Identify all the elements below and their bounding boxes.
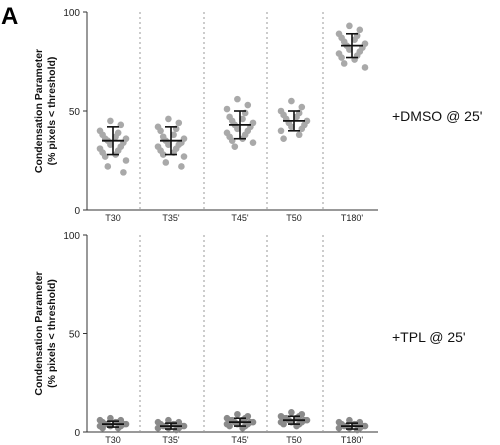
x-tick-label: T45' [231, 213, 249, 223]
data-point [228, 137, 236, 144]
panel-letter: A [1, 3, 18, 30]
data-point [122, 157, 130, 164]
data-point [107, 141, 114, 148]
data-point [346, 22, 353, 30]
data-point [107, 414, 114, 422]
data-point [298, 125, 306, 133]
data-point [170, 131, 177, 139]
y-tick-label: 100 [63, 231, 80, 242]
data-point [112, 133, 119, 141]
data-point [288, 123, 295, 131]
data-point [340, 60, 348, 67]
data-point [157, 127, 164, 135]
data-point [231, 143, 239, 150]
data-point [114, 424, 122, 432]
x-tick-label: T45' [231, 435, 249, 445]
data-point [346, 416, 353, 424]
data-point [234, 125, 241, 133]
y-axis-title-line-1: Condensation Parameter [33, 271, 45, 395]
data-point [154, 424, 162, 432]
data-point [101, 153, 109, 160]
y-tick-label: 0 [74, 428, 80, 439]
data-point [234, 95, 241, 103]
x-tick-label: T180' [341, 435, 364, 445]
y-axis-title-line-2: (% pixels < threshold) [46, 279, 58, 388]
data-point [172, 426, 180, 434]
data-point [107, 117, 114, 125]
data-point [277, 127, 285, 135]
y-tick-label: 100 [63, 8, 80, 19]
data-point [239, 115, 246, 123]
x-tick-label: T30 [105, 435, 121, 445]
y-tick-label: 50 [69, 107, 81, 118]
data-point [335, 424, 343, 432]
data-point [244, 101, 252, 109]
x-tick-label: T50 [286, 213, 302, 223]
x-tick-label: T35' [162, 435, 180, 445]
data-point [295, 131, 303, 139]
y-axis-title-line-1: Condensation Parameter [33, 49, 45, 173]
data-point [223, 105, 231, 113]
data-point [159, 151, 167, 158]
x-tick-label: T35' [162, 213, 180, 223]
data-point [165, 141, 172, 148]
data-point [180, 153, 188, 160]
condition-label: +TPL @ 25' [392, 329, 466, 345]
data-point [175, 119, 183, 127]
y-tick-label: 0 [74, 206, 80, 217]
data-point [351, 36, 358, 44]
tpl-panel: 0 50 100 Condensation Parameter (% pixels < … [33, 231, 466, 445]
data-point [361, 64, 369, 71]
data-point [338, 54, 345, 61]
data-point [120, 169, 127, 176]
data-point [104, 163, 112, 170]
data-point [162, 159, 170, 166]
data-point [165, 115, 172, 123]
data-point [280, 135, 287, 143]
data-point [353, 426, 361, 434]
data-point [288, 97, 295, 105]
condition-label: +DMSO @ 25' [392, 108, 482, 124]
data-point [356, 26, 364, 34]
dmso-panel: 0 50 100 Condensation Parameter (% pixels < … [33, 8, 482, 223]
y-tick-label: 50 [69, 330, 81, 341]
data-point [293, 113, 300, 121]
data-point [346, 46, 353, 53]
x-tick-label: T50 [286, 435, 302, 445]
data-point [288, 409, 295, 416]
data-point [178, 163, 185, 170]
data-point [99, 424, 106, 432]
data-point [298, 103, 306, 111]
data-point [117, 121, 125, 129]
y-axis-title-line-2: (% pixels < threshold) [46, 57, 58, 166]
data-point [226, 422, 233, 430]
data-point [249, 139, 257, 146]
x-tick-label: T30 [105, 213, 121, 223]
data-point [280, 420, 287, 428]
data-point [165, 416, 172, 424]
data-point [234, 410, 241, 418]
x-tick-label: T180' [341, 213, 364, 223]
